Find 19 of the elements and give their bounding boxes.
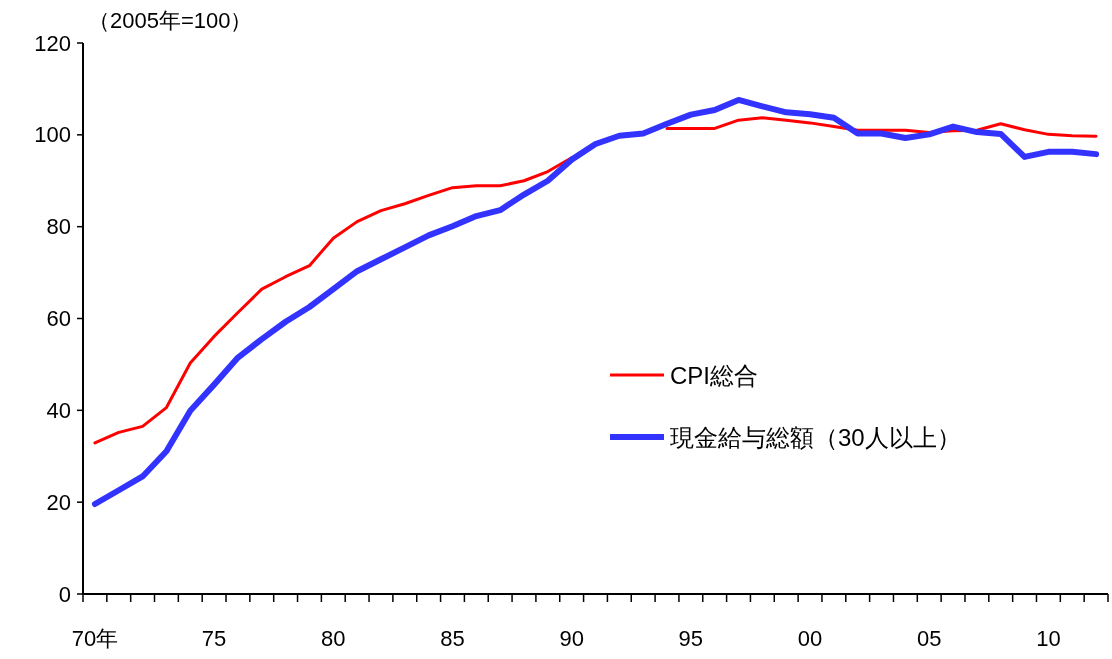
legend-label: CPI総合	[670, 361, 759, 389]
x-tick-label: 70年	[71, 626, 119, 651]
y-tick-label: 60	[46, 306, 71, 331]
x-tick-label: 80	[321, 626, 346, 651]
y-tick-label: 120	[34, 30, 71, 56]
x-tick-label: 90	[559, 626, 584, 651]
y-tick-label: 40	[46, 397, 71, 423]
text: （2005年=100）	[88, 8, 253, 33]
y-tick-label: 0	[58, 581, 71, 607]
x-tick-label: 10	[1036, 626, 1061, 651]
y-tick-label: 100	[34, 122, 71, 148]
y-tick-label: 80	[46, 214, 71, 240]
x-tick-label: 85	[440, 626, 465, 651]
x-tick-label: 75	[201, 626, 227, 651]
legend-label: 現金給与総額（30人以上）	[670, 423, 961, 451]
x-tick-label: 95	[678, 626, 704, 651]
x-tick-label: 00	[797, 626, 823, 651]
y-tick-label: 20	[46, 489, 71, 515]
x-tick-label: 05	[916, 626, 942, 651]
